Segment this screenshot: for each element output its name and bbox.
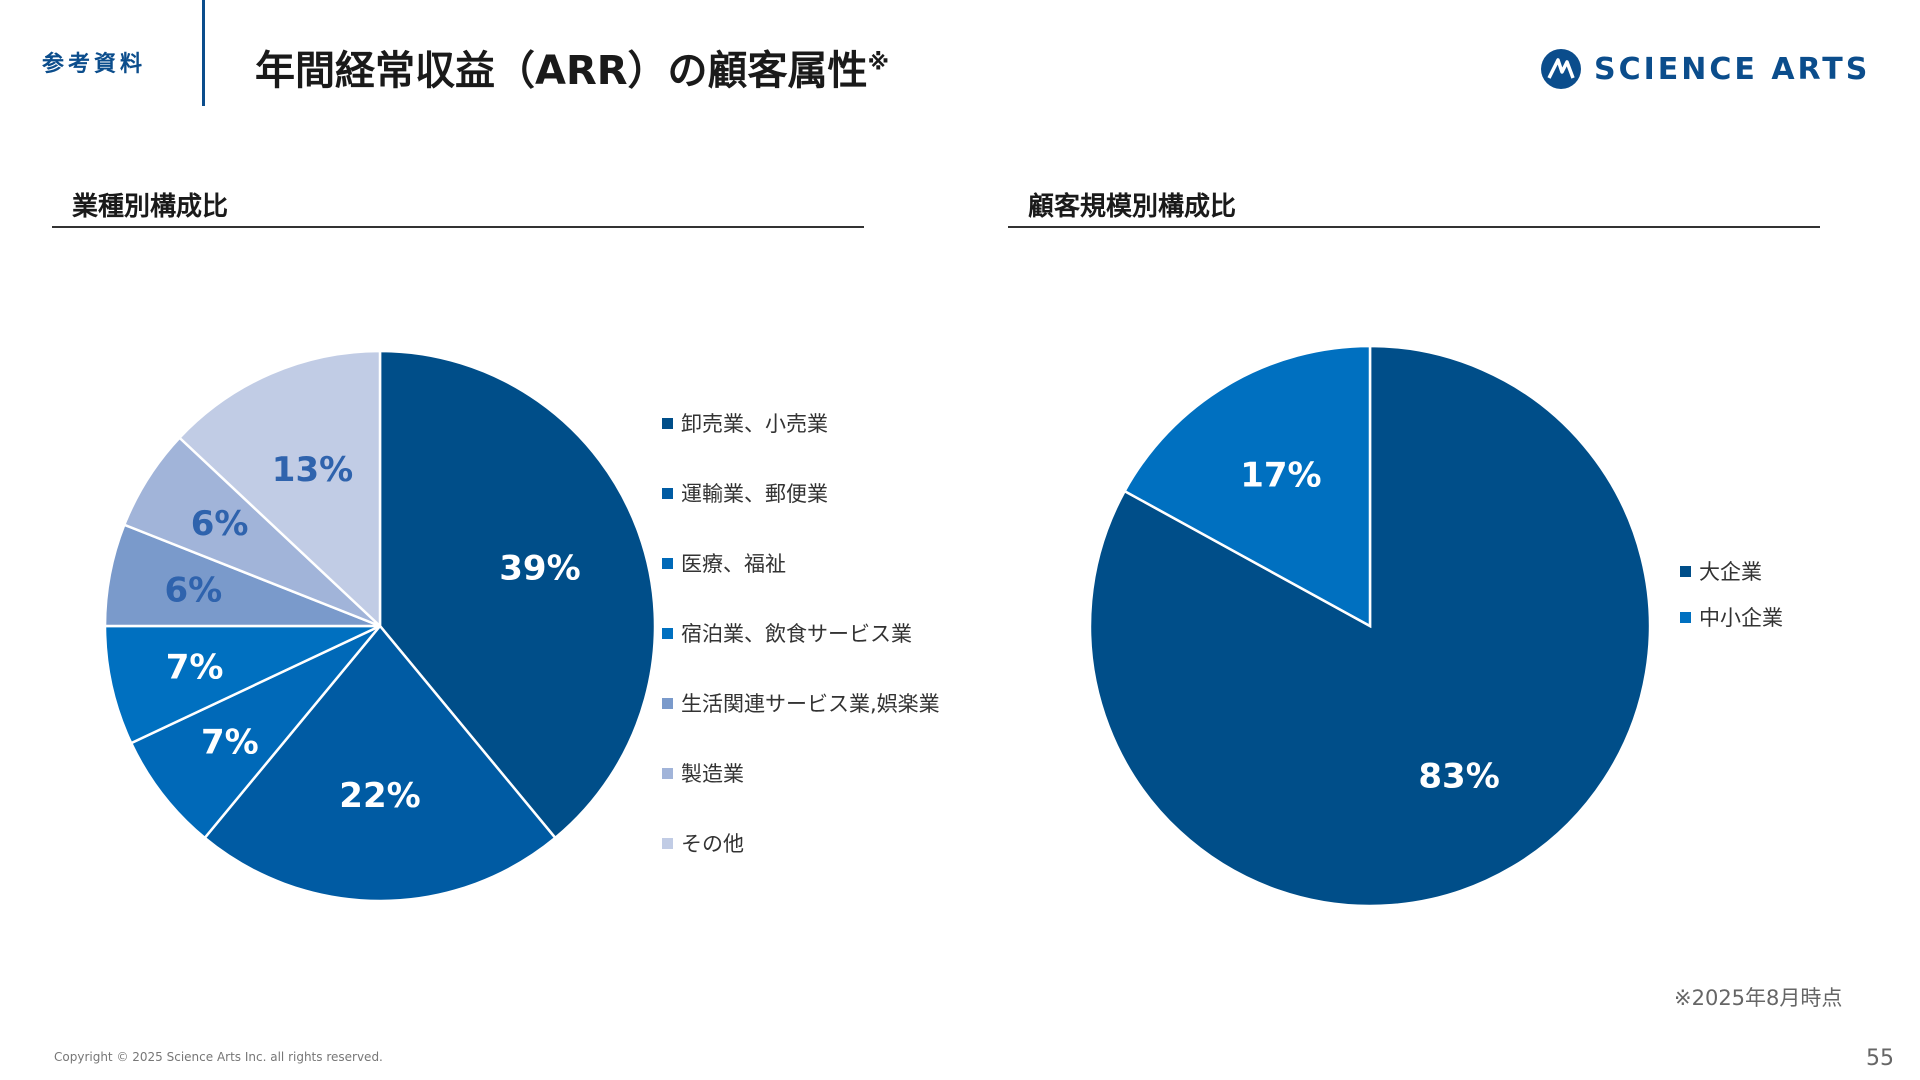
size-data-label-0: 83% bbox=[1418, 757, 1499, 797]
industry-legend: 卸売業、小売業 運輸業、郵便業 医療、福祉宿泊業、飲食サービス業生活関連サービス業,… bbox=[662, 408, 940, 898]
brand-logo: SCIENCE ARTS bbox=[1540, 48, 1870, 90]
industry-heading-rule bbox=[52, 226, 864, 228]
header-divider bbox=[202, 0, 205, 106]
industry-slice-6 bbox=[177, 349, 382, 629]
industry-legend-swatch bbox=[662, 697, 673, 709]
size-pie-chart: 83% 17% bbox=[1088, 344, 1652, 908]
industry-legend-item: 宿泊業、飲食サービス業 bbox=[662, 618, 940, 648]
industry-legend-item: 生活関連サービス業,娯楽業 bbox=[662, 688, 940, 718]
industry-data-label-3: 7% bbox=[166, 647, 224, 687]
industry-legend-item: 卸売業、小売業 bbox=[662, 408, 940, 438]
industry-slice-2 bbox=[129, 624, 381, 840]
industry-chart-heading: 業種別構成比 bbox=[72, 192, 229, 222]
page-title-mark: ※ bbox=[867, 50, 889, 76]
industry-legend-label: 運輸業、郵便業 bbox=[681, 482, 828, 506]
industry-legend-swatch bbox=[662, 767, 673, 779]
industry-legend-swatch bbox=[662, 487, 673, 499]
size-legend-item: 中小企業 bbox=[1680, 602, 1783, 632]
brand-logo-text: SCIENCE ARTS bbox=[1594, 51, 1871, 87]
industry-legend-label: 卸売業、小売業 bbox=[681, 412, 828, 436]
industry-legend-label: その他 bbox=[681, 832, 744, 856]
industry-legend-swatch bbox=[662, 557, 673, 569]
industry-legend-label: 生活関連サービス業,娯楽業 bbox=[681, 692, 940, 716]
industry-legend-item: 製造業 bbox=[662, 758, 940, 788]
industry-data-label-0: 39% bbox=[499, 548, 580, 588]
brand-logo-icon bbox=[1541, 49, 1581, 89]
page-title: 年間経常収益（ARR）の顧客属性※ bbox=[255, 38, 889, 96]
industry-legend-swatch bbox=[662, 417, 673, 429]
page-title-text: 年間経常収益（ARR）の顧客属性 bbox=[255, 48, 868, 94]
data-as-of-note: ※2025年8月時点 bbox=[1674, 986, 1843, 1010]
industry-legend-item: その他 bbox=[662, 828, 940, 858]
industry-legend-swatch bbox=[662, 837, 673, 849]
industry-data-label-4: 6% bbox=[164, 570, 222, 610]
industry-slice-3 bbox=[103, 624, 381, 745]
copyright-text: Copyright © 2025 Science Arts Inc. all r… bbox=[54, 1050, 383, 1064]
industry-data-label-2: 7% bbox=[201, 722, 259, 762]
industry-slice-0 bbox=[378, 349, 657, 840]
industry-data-label-6: 13% bbox=[272, 450, 353, 490]
industry-slice-1 bbox=[202, 624, 558, 903]
section-tag: 参考資料 bbox=[42, 52, 147, 77]
size-legend-swatch bbox=[1680, 611, 1691, 623]
industry-data-label-5: 6% bbox=[191, 504, 249, 544]
size-heading-rule bbox=[1008, 226, 1820, 228]
size-legend-swatch bbox=[1680, 565, 1691, 577]
size-legend-label: 大企業 bbox=[1699, 560, 1762, 584]
industry-legend-label: 宿泊業、飲食サービス業 bbox=[681, 622, 912, 646]
industry-legend-item: 運輸業、郵便業 bbox=[662, 478, 940, 508]
industry-legend-item: 医療、福祉 bbox=[662, 548, 940, 578]
size-data-label-1: 17% bbox=[1240, 455, 1321, 495]
page-number: 55 bbox=[1866, 1046, 1894, 1071]
industry-legend-label: 医療、福祉 bbox=[681, 552, 786, 576]
size-legend-label: 中小企業 bbox=[1699, 606, 1783, 630]
industry-legend-label: 製造業 bbox=[681, 762, 744, 786]
industry-data-label-1: 22% bbox=[339, 776, 420, 816]
industry-pie-chart: 39% 22% 7% 7% 6% 6% 13% bbox=[103, 349, 657, 903]
size-legend: 大企業 中小企業 bbox=[1680, 556, 1783, 648]
industry-legend-swatch bbox=[662, 627, 673, 639]
size-chart-heading: 顧客規模別構成比 bbox=[1028, 192, 1237, 222]
size-legend-item: 大企業 bbox=[1680, 556, 1783, 586]
size-slice-1 bbox=[1122, 344, 1372, 629]
